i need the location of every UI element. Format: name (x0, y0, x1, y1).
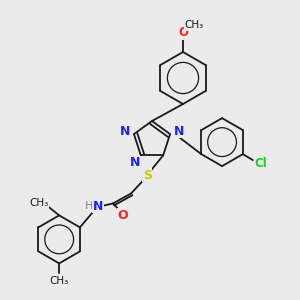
Text: O: O (118, 209, 128, 222)
Text: N: N (173, 125, 184, 138)
Text: O: O (178, 26, 188, 40)
Text: CH₃: CH₃ (29, 198, 49, 208)
Text: CH₃: CH₃ (50, 276, 69, 286)
Text: N: N (93, 200, 104, 213)
Text: N: N (120, 125, 130, 138)
Text: CH₃: CH₃ (184, 20, 204, 30)
Text: S: S (143, 169, 152, 182)
Text: N: N (130, 156, 141, 169)
Text: Cl: Cl (254, 157, 267, 169)
Text: H: H (85, 201, 93, 212)
